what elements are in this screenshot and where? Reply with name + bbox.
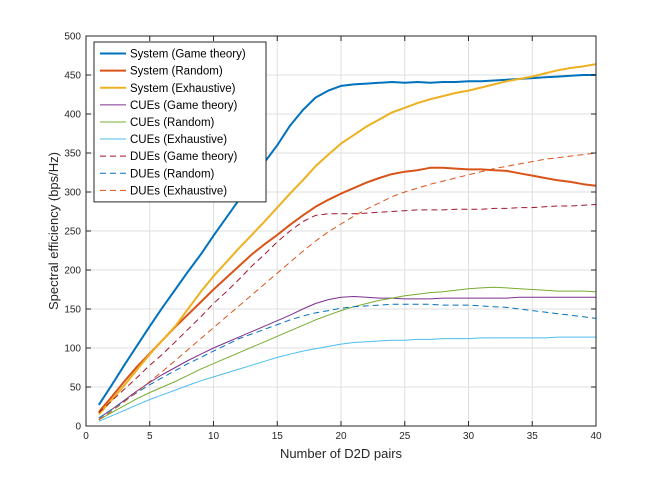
legend-label-7: DUEs (Random) [130, 168, 215, 180]
series-line-1 [98, 166, 597, 413]
y-tick-label: 350 [64, 149, 81, 160]
x-tick-label: 15 [272, 431, 284, 442]
legend-label-0: System (Game theory) [130, 49, 246, 61]
legend-label-6: DUEs (Game theory) [130, 151, 238, 163]
y-tick-label: 100 [64, 344, 81, 355]
series-line-7 [98, 303, 597, 419]
x-tick-label: 25 [399, 431, 411, 442]
y-tick-label: 300 [64, 188, 81, 199]
ticks: 0 5 10 15 20 25 30 35 40050100150200250300350400… [64, 32, 602, 443]
y-tick-label: 50 [70, 383, 82, 394]
x-tick-label: 40 [590, 431, 602, 442]
y-tick-label: 400 [64, 110, 81, 121]
legend-label-3: CUEs (Game theory) [130, 100, 238, 112]
y-tick-label: 150 [64, 305, 81, 316]
series-line-4 [98, 286, 597, 421]
x-tick-label: 35 [527, 431, 539, 442]
x-tick-label: 5 [147, 431, 153, 442]
y-tick-label: 450 [64, 71, 81, 82]
legend-label-5: CUEs (Exhaustive) [130, 134, 227, 146]
legend-label-4: CUEs (Random) [130, 117, 215, 129]
y-tick-label: 250 [64, 227, 81, 238]
x-tick-label: 10 [208, 431, 220, 442]
x-axis-label: Number of D2D pairs [280, 446, 403, 461]
y-tick-label: 0 [75, 422, 81, 433]
x-tick-label: 20 [335, 431, 347, 442]
series-line-3 [98, 296, 596, 419]
series-line-2 [98, 63, 597, 415]
series-line-6 [98, 204, 597, 414]
x-tick-label: 0 [83, 431, 89, 442]
series-line-8 [98, 152, 597, 421]
legend-label-1: System (Random) [130, 66, 223, 78]
series-line-5 [98, 336, 596, 422]
legend-label-8: DUEs (Exhaustive) [130, 185, 227, 197]
y-tick-label: 200 [64, 266, 81, 277]
legend: System (Game theory) System (Random) Syste… [93, 41, 267, 203]
series-layer [97, 63, 597, 422]
x-tick-label: 30 [463, 431, 475, 442]
y-tick-label: 500 [64, 32, 81, 43]
legend-label-2: System (Exhaustive) [130, 83, 236, 95]
y-axis-label: Spectral efficiency (bps/Hz) [46, 152, 61, 310]
